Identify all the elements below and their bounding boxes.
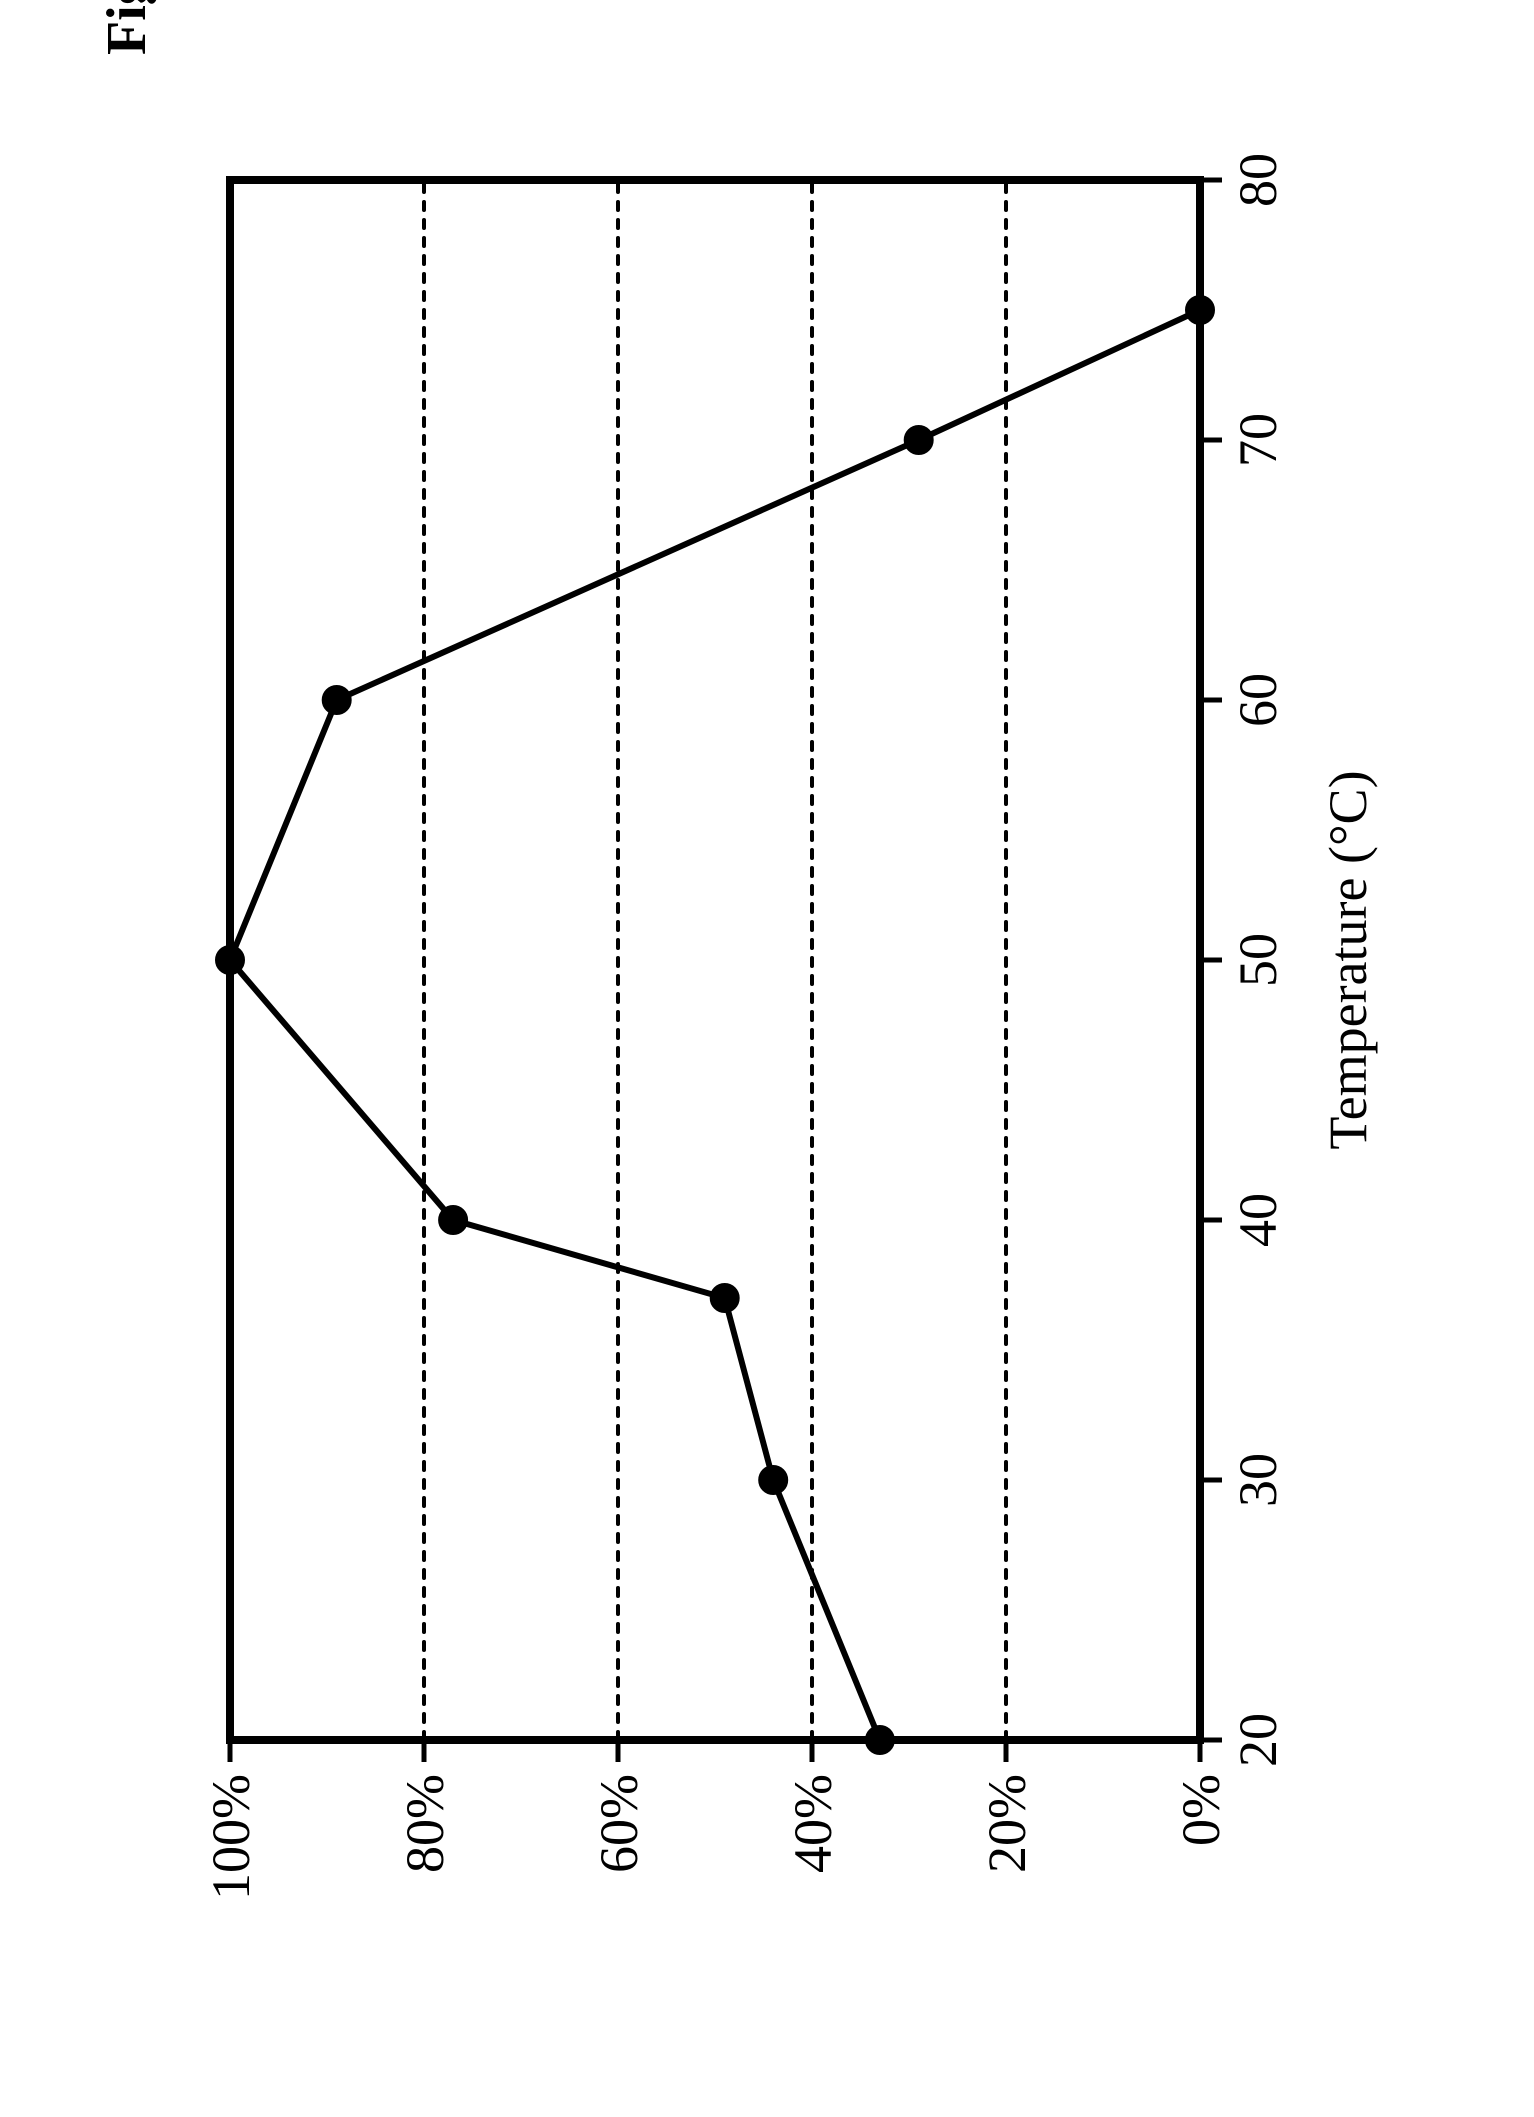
figure-label-text: Fig.2 (96, 0, 158, 55)
plot-background (230, 180, 1200, 1740)
series-marker (866, 1726, 894, 1754)
x-tick-label: 40 (1228, 1193, 1288, 1247)
y-tick-label: 80% (395, 1774, 455, 1873)
x-tick-label: 60 (1228, 673, 1288, 727)
series-marker (759, 1466, 787, 1494)
x-axis-label: Temperature (°C) (1318, 770, 1378, 1149)
y-tick-label: 0% (1171, 1774, 1231, 1846)
x-tick-label: 20 (1228, 1713, 1288, 1767)
series-marker (439, 1206, 467, 1234)
series-marker (1186, 296, 1214, 324)
series-marker (216, 946, 244, 974)
chart-svg: 20 30 40 50 60 70 80 0% 20% 40% 60% 80% 100% Temperat… (210, 140, 1410, 1940)
y-tick-label: 60% (589, 1774, 649, 1873)
chart-container: 20 30 40 50 60 70 80 0% 20% 40% 60% 80% 100% Temperat… (210, 140, 1410, 1940)
figure-label: Fig.2 (95, 0, 159, 55)
x-tick-label: 70 (1228, 413, 1288, 467)
page: Fig.2 20 30 40 50 60 70 80 0% 20% 40% 60% 80% 100% Te… (0, 0, 1534, 2117)
y-tick-label: 40% (783, 1774, 843, 1873)
series-marker (323, 686, 351, 714)
y-tick-label: 100% (210, 1774, 261, 1900)
x-tick-label: 30 (1228, 1453, 1288, 1507)
series-marker (905, 426, 933, 454)
y-tick-label: 20% (977, 1774, 1037, 1873)
x-tick-label: 80 (1228, 153, 1288, 207)
series-marker (711, 1284, 739, 1312)
x-tick-label: 50 (1228, 933, 1288, 987)
